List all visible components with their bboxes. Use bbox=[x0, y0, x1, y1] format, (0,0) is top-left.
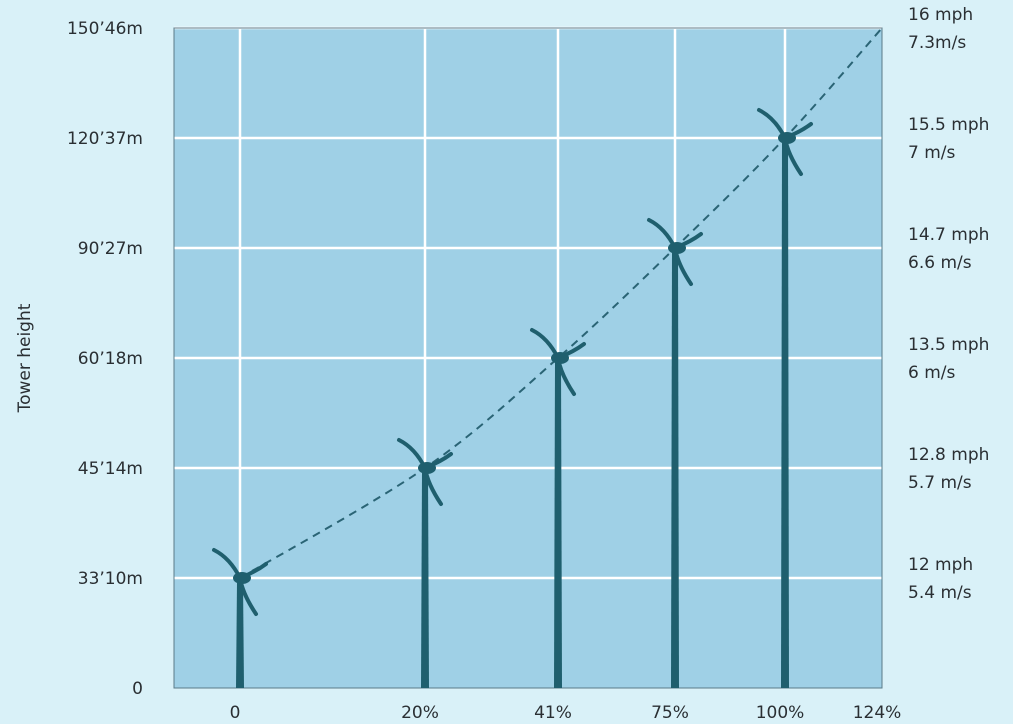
wind-speed-ms: 6.6 m/s bbox=[908, 253, 972, 273]
x-tick-label: 0 bbox=[230, 703, 241, 723]
turbine-hub bbox=[551, 352, 569, 364]
y-axis-label: Tower height bbox=[15, 303, 35, 413]
turbine-tower bbox=[421, 472, 429, 688]
x-tick-label: 75% bbox=[651, 703, 689, 723]
wind-speed-mph: 15.5 mph bbox=[908, 115, 989, 135]
y-tick-label: 150’46m bbox=[67, 19, 143, 39]
y-tick-label: 45’14m bbox=[78, 459, 143, 479]
x-tick-label: 124% bbox=[853, 703, 902, 723]
wind-speed-mph: 12 mph bbox=[908, 555, 973, 575]
series-curve bbox=[239, 27, 883, 579]
turbine-hub bbox=[778, 132, 796, 144]
y-tick-label: 0 bbox=[132, 679, 143, 699]
plot-frame bbox=[173, 27, 883, 689]
y-tick-label: 90’27m bbox=[78, 239, 143, 259]
wind-speed-mph: 16 mph bbox=[908, 5, 973, 25]
x-tick-label: 100% bbox=[756, 703, 805, 723]
wind-speed-ms: 6 m/s bbox=[908, 363, 956, 383]
turbine bbox=[397, 438, 453, 688]
wind-speed-ms: 5.4 m/s bbox=[908, 583, 972, 603]
turbine-hub bbox=[418, 462, 436, 474]
turbine-tower bbox=[781, 142, 789, 688]
y-tick-label: 60’18m bbox=[78, 349, 143, 369]
turbine-tower bbox=[671, 252, 679, 688]
y-tick-label: 120’37m bbox=[67, 129, 143, 149]
x-tick-label: 20% bbox=[401, 703, 439, 723]
wind-speed-ms: 5.7 m/s bbox=[908, 473, 972, 493]
turbine-hub bbox=[233, 572, 251, 584]
wind-speed-mph: 14.7 mph bbox=[908, 225, 989, 245]
series-line bbox=[239, 27, 883, 579]
x-tick-label: 41% bbox=[534, 703, 572, 723]
turbine bbox=[212, 548, 268, 688]
turbines bbox=[212, 108, 813, 688]
y-tick-labels: 0 33’10m 45’14m 60’18m 90’27m 120’37m 150’46m bbox=[67, 19, 143, 699]
turbine-hub bbox=[668, 242, 686, 254]
turbine bbox=[647, 218, 703, 688]
y-tick-label: 33’10m bbox=[78, 569, 143, 589]
turbine bbox=[757, 108, 813, 688]
turbine-tower bbox=[236, 582, 244, 688]
x-tick-labels: 0 20% 41% 75% 100% 124% bbox=[230, 703, 902, 723]
wind-speed-mph: 12.8 mph bbox=[908, 445, 989, 465]
axes bbox=[173, 27, 883, 689]
wind-speed-ms: 7 m/s bbox=[908, 143, 956, 163]
wind-speed-labels: 16 mph 7.3m/s 15.5 mph 7 m/s 14.7 mph 6.6 m/s… bbox=[908, 5, 989, 603]
wind-speed-mph: 13.5 mph bbox=[908, 335, 989, 355]
turbine-tower bbox=[554, 362, 562, 688]
turbine bbox=[530, 328, 586, 688]
wind-speed-ms: 7.3m/s bbox=[908, 33, 966, 53]
